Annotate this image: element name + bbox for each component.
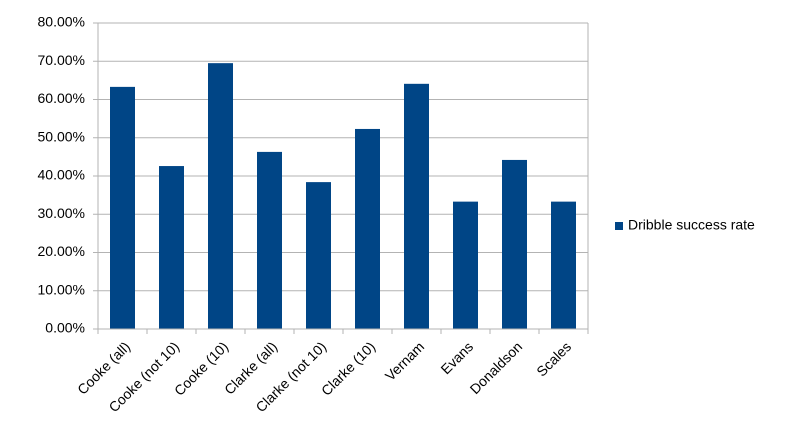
bar [306,182,331,329]
x-tick-label: Donaldson [467,338,526,397]
bar [502,159,527,329]
x-tick-label: Vernam [382,338,427,383]
bar [110,86,135,329]
x-tick-label: Clarke (10) [318,338,378,398]
bar [355,128,380,329]
x-tick-label: Cooke (10) [171,338,231,398]
y-tick-label: 10.00% [38,281,85,297]
x-tick-label: Evans [437,338,476,377]
y-tick-label: 40.00% [38,167,85,183]
x-tick-label: Scales [533,338,574,379]
bar [453,201,478,329]
bar [404,83,429,329]
y-tick-label: 0.00% [45,320,85,336]
bar [208,63,233,329]
legend-label: Dribble success rate [628,217,755,233]
bar [551,201,576,329]
bar [159,166,184,329]
y-tick-label: 70.00% [38,52,85,68]
y-tick-label: 50.00% [38,128,85,144]
y-tick-label: 20.00% [38,243,85,259]
y-tick-label: 30.00% [38,205,85,221]
y-tick-label: 80.00% [38,14,85,30]
legend-swatch [615,222,623,230]
bar [257,151,282,329]
y-tick-label: 60.00% [38,90,85,106]
